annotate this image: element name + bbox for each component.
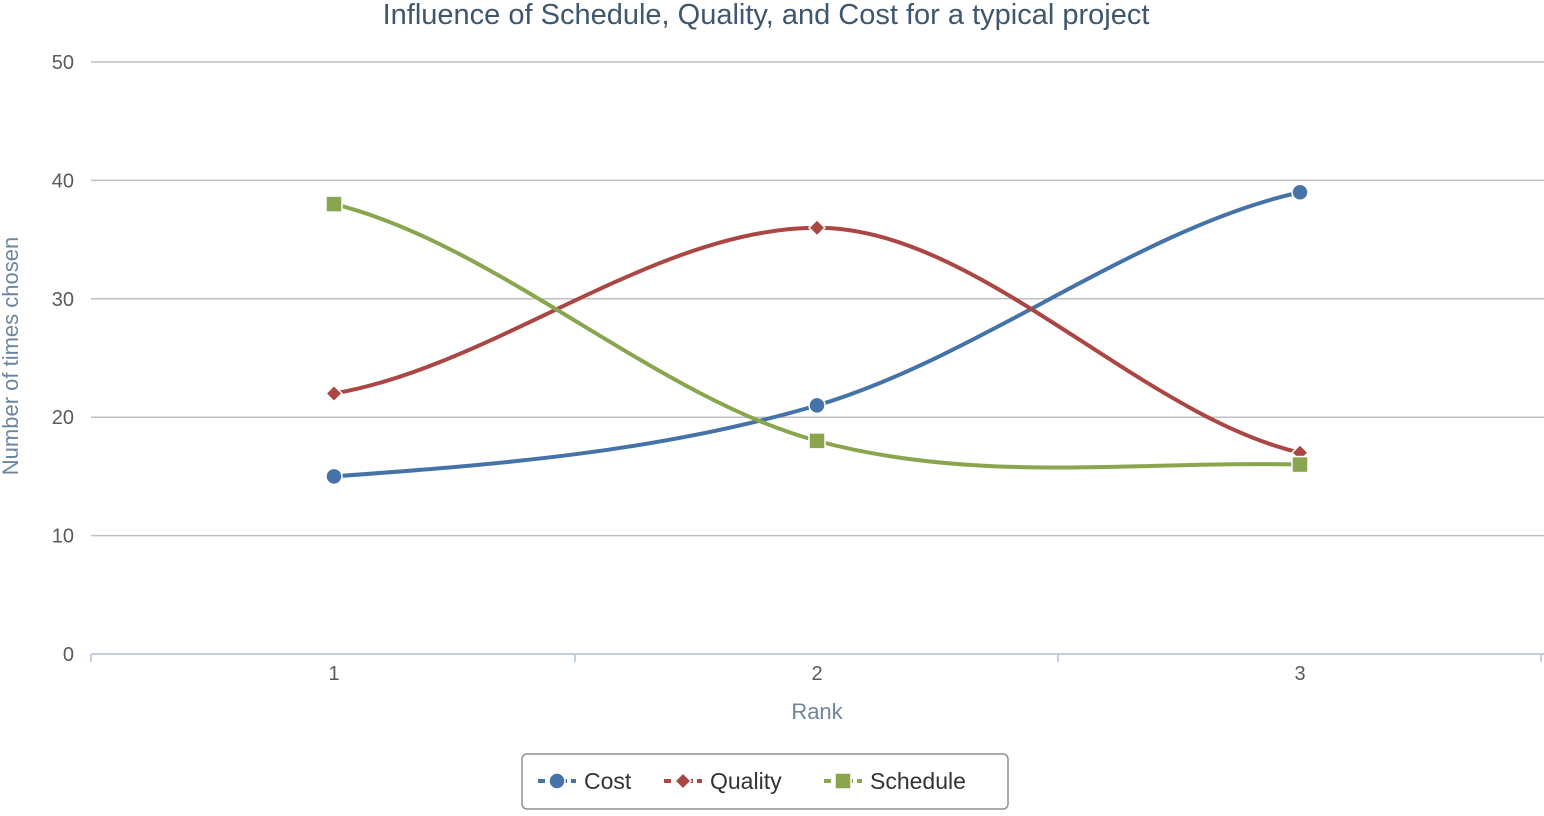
- data-point-schedule: [1291, 455, 1309, 474]
- x-axis-title: Rank: [791, 699, 843, 724]
- legend-label: Schedule: [870, 768, 966, 794]
- legend-marker: [548, 772, 566, 790]
- y-tick-label: 50: [52, 52, 74, 74]
- legend: Cost Quality Schedule: [521, 753, 1009, 810]
- x-tick-label: 3: [1294, 663, 1305, 685]
- legend-marker: [834, 772, 852, 790]
- x-tick-label: 2: [811, 663, 822, 685]
- data-point-quality: [324, 384, 344, 403]
- x-axis: 1 2 3: [90, 653, 1544, 685]
- x-tick-label: 1: [328, 663, 339, 685]
- y-axis: 0 10 20 30 40 50: [52, 52, 74, 666]
- legend-box: [521, 753, 1009, 810]
- legend-item-schedule[interactable]: Schedule: [824, 768, 966, 794]
- data-point-cost: [1291, 183, 1309, 201]
- legend-label: Cost: [584, 768, 632, 794]
- data-point-schedule: [325, 195, 343, 213]
- y-tick-label: 0: [63, 644, 74, 666]
- data-point-cost: [808, 396, 826, 415]
- y-tick-label: 20: [52, 407, 74, 429]
- legend-label: Quality: [710, 768, 782, 794]
- y-tick-label: 30: [52, 289, 74, 311]
- y-tick-label: 10: [52, 526, 74, 548]
- legend-marker: [673, 771, 693, 791]
- y-axis-title: Number of times chosen: [0, 237, 23, 475]
- data-point-cost: [325, 467, 343, 486]
- series-line-quality: [332, 225, 1302, 455]
- y-tick-label: 40: [52, 170, 74, 192]
- data-point-schedule: [808, 432, 826, 450]
- chart-title: Influence of Schedule, Quality, and Cost…: [383, 0, 1150, 31]
- series-group: [324, 183, 1310, 486]
- data-point-quality: [807, 218, 827, 237]
- legend-item-cost[interactable]: Cost: [538, 768, 632, 794]
- gridlines: [91, 61, 1544, 537]
- legend-item-quality[interactable]: Quality: [664, 768, 782, 794]
